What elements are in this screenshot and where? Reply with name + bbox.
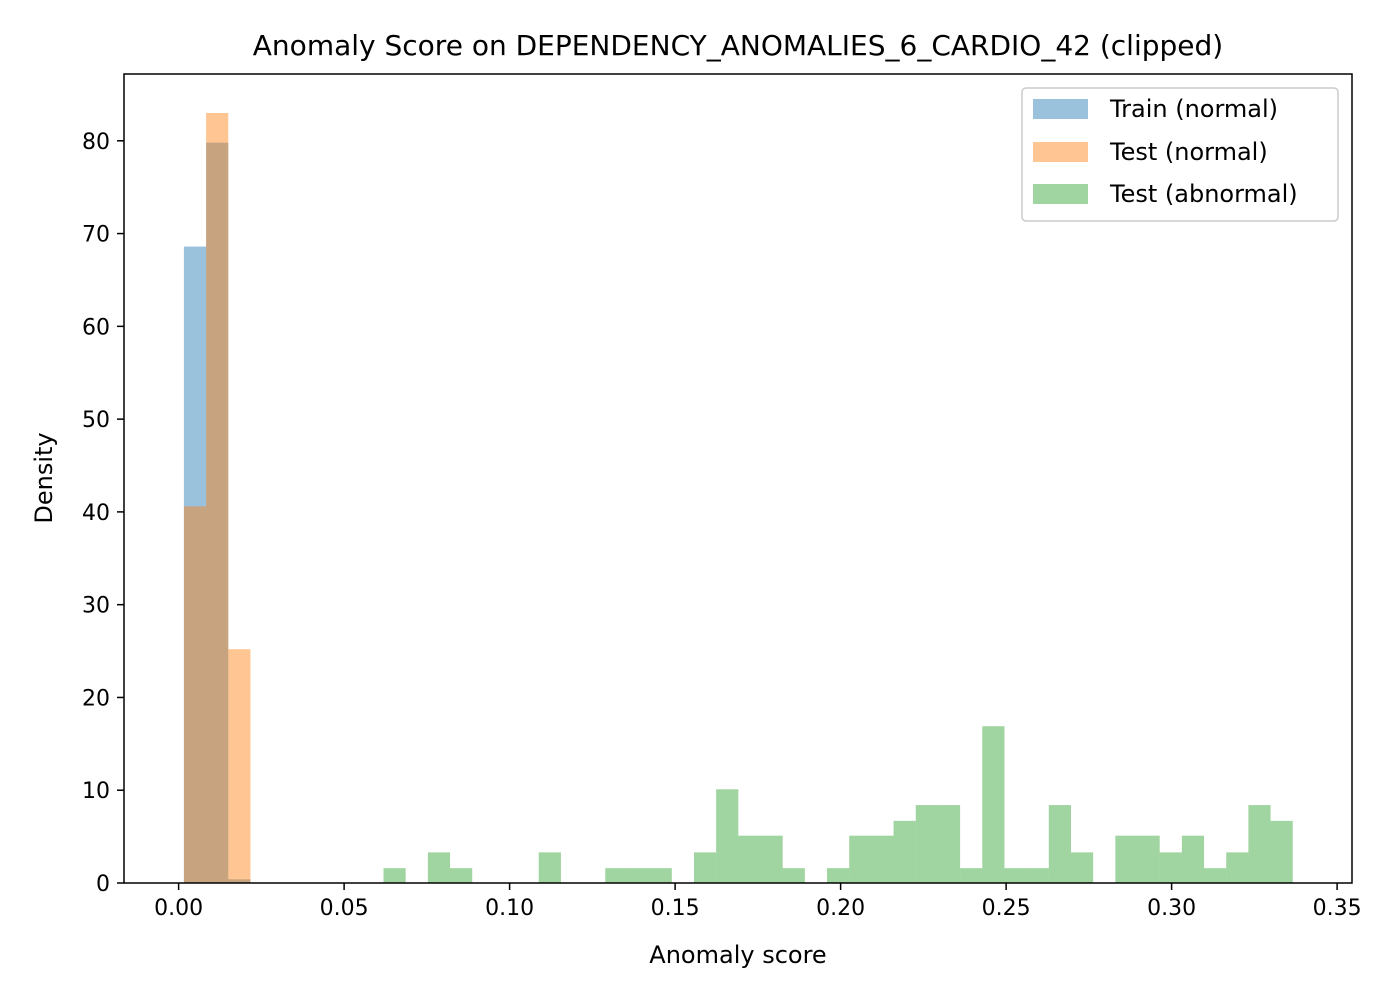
x-tick-label: 0.25	[982, 896, 1031, 921]
y-tick-label: 10	[82, 779, 110, 804]
bar-series-0-bin-2	[228, 879, 251, 883]
x-tick-label: 0.10	[485, 896, 534, 921]
bar-series-0-bin-1	[206, 142, 229, 883]
x-tick-label: 0.20	[816, 896, 865, 921]
legend: Train (normal) Test (normal) Test (abnor…	[1021, 87, 1339, 222]
x-axis-label: Anomaly score	[649, 941, 826, 969]
bar-series-2-bin-5	[627, 868, 650, 883]
y-tick-label: 70	[82, 223, 110, 248]
legend-swatch-train-normal	[1033, 99, 1088, 119]
y-tick-label: 40	[82, 501, 110, 526]
x-tick-label: 0.00	[154, 896, 203, 921]
bar-series-2-bin-21	[1026, 868, 1049, 883]
bar-series-2-bin-12	[827, 868, 850, 883]
bar-series-2-bin-2	[450, 868, 473, 883]
bar-series-2-bin-13	[849, 835, 872, 883]
bar-series-2-bin-0	[383, 868, 406, 883]
bar-series-2-bin-26	[1159, 852, 1182, 883]
bar-series-2-bin-19	[982, 726, 1005, 883]
bar-series-2-bin-15	[893, 820, 916, 883]
bar-series-1-bin-1	[206, 112, 229, 884]
chart-title: Anomaly Score on DEPENDENCY_ANOMALIES_6_…	[253, 29, 1223, 62]
y-axis-label: Density	[30, 432, 58, 523]
bar-series-2-bin-9	[738, 835, 761, 883]
x-tick-label: 0.30	[1147, 896, 1196, 921]
bar-series-2-bin-27	[1181, 835, 1205, 883]
bar-series-2-bin-23	[1070, 852, 1094, 883]
bar-series-2-bin-1	[427, 852, 451, 883]
bar-series-2-bin-11	[782, 868, 805, 883]
bar-series-2-bin-17	[937, 805, 961, 883]
bar-series-2-bin-16	[915, 805, 938, 883]
bar-series-2-bin-22	[1048, 805, 1071, 883]
bar-series-0-bin-0	[183, 246, 207, 883]
x-tick-label: 0.15	[651, 896, 700, 921]
bar-series-2-bin-4	[605, 868, 628, 883]
bar-series-2-bin-14	[871, 835, 894, 883]
bars-layer	[183, 112, 1293, 884]
legend-swatch-test-abnormal	[1033, 184, 1088, 204]
plot-frame	[123, 73, 1353, 884]
y-tick-label: 60	[82, 315, 110, 340]
x-tick-label: 0.35	[1313, 896, 1362, 921]
legend-label-test-abnormal: Test (abnormal)	[1109, 180, 1298, 208]
bar-series-2-bin-31	[1270, 820, 1293, 883]
bar-series-2-bin-18	[960, 868, 983, 883]
legend-frame	[1021, 87, 1339, 222]
bar-series-1-bin-2	[228, 649, 251, 883]
x-tick-label: 0.05	[320, 896, 369, 921]
legend-label-train-normal: Train (normal)	[1109, 95, 1278, 123]
y-tick-label: 0	[96, 872, 110, 897]
bar-series-2-bin-3	[538, 852, 561, 883]
bar-series-2-bin-30	[1248, 805, 1271, 883]
y-tick-label: 50	[82, 408, 110, 433]
y-tick-label: 30	[82, 594, 110, 619]
bar-series-1-bin-0	[183, 506, 207, 883]
bar-series-2-bin-25	[1137, 835, 1160, 883]
y-tick-label: 20	[82, 686, 110, 711]
bar-series-2-bin-10	[760, 835, 783, 883]
ticks-layer: 0.00 0.05 0.10 0.15 0.20 0.25 0.30 0.35 0 10 20 30 4…	[82, 130, 1362, 921]
bar-series-2-bin-24	[1115, 835, 1138, 883]
legend-label-test-normal: Test (normal)	[1109, 138, 1268, 166]
legend-swatch-test-normal	[1033, 142, 1088, 162]
bar-series-2-bin-6	[649, 868, 672, 883]
bar-series-2-bin-20	[1004, 868, 1027, 883]
y-tick-label: 80	[82, 130, 110, 155]
bar-series-2-bin-28	[1204, 868, 1227, 883]
bar-series-2-bin-29	[1226, 852, 1249, 883]
bar-series-2-bin-8	[716, 789, 739, 883]
bar-series-2-bin-7	[693, 852, 717, 883]
